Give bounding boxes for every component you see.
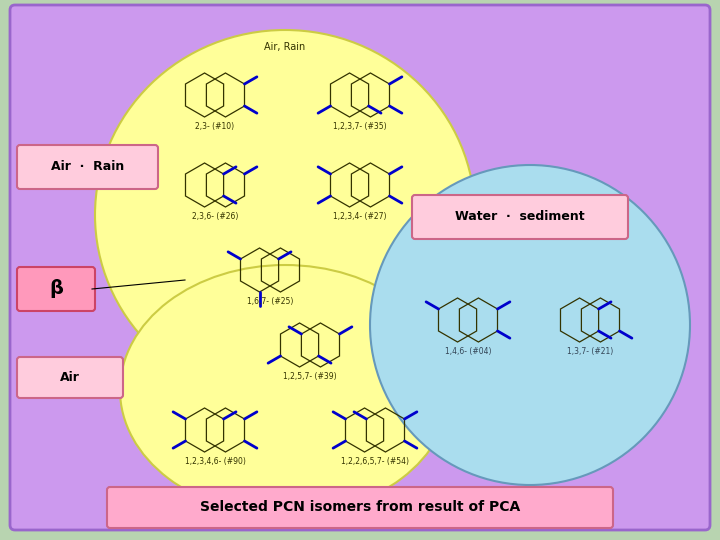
Text: Selected PCN isomers from result of PCA: Selected PCN isomers from result of PCA: [200, 500, 520, 514]
Text: 1,2,2,6,5,7- (#54): 1,2,2,6,5,7- (#54): [341, 457, 409, 466]
Text: 1,6,7- (#25): 1,6,7- (#25): [247, 297, 293, 306]
FancyBboxPatch shape: [107, 487, 613, 528]
Text: Air  ·  Rain: Air · Rain: [51, 160, 124, 173]
Text: 1,2,3,4,6- (#90): 1,2,3,4,6- (#90): [184, 457, 246, 466]
FancyBboxPatch shape: [17, 267, 95, 311]
Ellipse shape: [120, 265, 450, 515]
Text: Water  ·  sediment: Water · sediment: [455, 211, 585, 224]
Text: Air, Rain: Air, Rain: [264, 42, 305, 52]
FancyBboxPatch shape: [17, 145, 158, 189]
FancyBboxPatch shape: [17, 357, 123, 398]
Text: 2,3- (#10): 2,3- (#10): [195, 122, 235, 131]
Text: 1,2,3,7- (#35): 1,2,3,7- (#35): [333, 122, 387, 131]
Text: Air: Air: [60, 371, 80, 384]
Text: 1,4,6- (#04): 1,4,6- (#04): [445, 347, 491, 356]
Text: 1,3,7- (#21): 1,3,7- (#21): [567, 347, 613, 356]
Text: 1,2,3,4- (#27): 1,2,3,4- (#27): [333, 212, 387, 221]
Ellipse shape: [95, 30, 475, 400]
Text: 2,3,6- (#26): 2,3,6- (#26): [192, 212, 238, 221]
Text: 1,2,5,7- (#39): 1,2,5,7- (#39): [283, 372, 337, 381]
FancyBboxPatch shape: [10, 5, 710, 530]
Text: β: β: [49, 280, 63, 299]
Circle shape: [370, 165, 690, 485]
FancyBboxPatch shape: [412, 195, 628, 239]
